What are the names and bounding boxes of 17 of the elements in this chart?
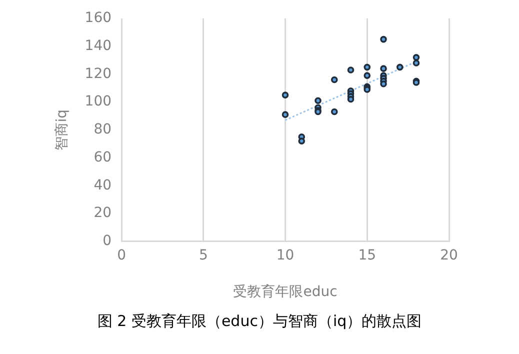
- y-tick-label: 120: [84, 66, 112, 82]
- caption: 图 2 受教育年限（educ）与智商（iq）的散点图: [96, 312, 423, 331]
- x-tick-label: 0: [117, 247, 126, 264]
- y-axis-title: 智商iq: [54, 110, 70, 150]
- y-tick-label: 40: [94, 177, 112, 194]
- y-tick-label: 0: [102, 233, 112, 250]
- x-axis-title: 受教育年限educ: [233, 283, 338, 300]
- y-tick-label: 20: [94, 205, 112, 222]
- x-tick-label: 15: [358, 247, 376, 264]
- y-tick-label: 160: [84, 10, 112, 26]
- y-tick-label: 60: [94, 149, 112, 166]
- x-tick-label: 10: [276, 247, 294, 264]
- x-tick-label: 20: [440, 247, 458, 264]
- y-tick-label: 80: [94, 122, 112, 138]
- y-tick-label: 100: [84, 94, 112, 110]
- y-tick-label: 140: [84, 38, 112, 54]
- x-tick-label: 5: [198, 247, 208, 264]
